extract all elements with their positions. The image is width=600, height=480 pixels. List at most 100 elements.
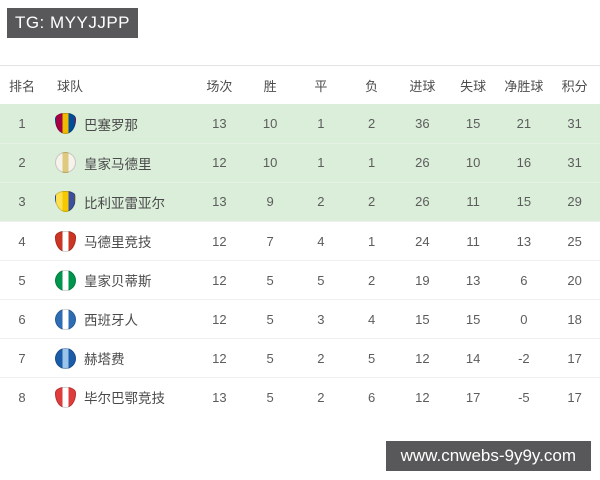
draws-cell: 2: [317, 389, 325, 405]
team-cell: 赫塔费: [44, 347, 194, 369]
rank-cell: 8: [18, 389, 26, 405]
table-row: 8 毕尔巴鄂竞技 13 5 2 6 12 17 -5 17: [0, 377, 600, 416]
losses-cell: 1: [368, 155, 376, 170]
draws-cell: 1: [317, 155, 325, 170]
goals-against-cell: 11: [466, 194, 480, 209]
team-name: 毕尔巴鄂竞技: [84, 391, 165, 406]
column-header-played: 场次: [206, 78, 233, 94]
draws-cell: 5: [317, 272, 325, 288]
column-header-goals-for: 进球: [409, 78, 436, 94]
team-name: 皇家贝蒂斯: [84, 274, 152, 289]
draws-cell: 2: [317, 194, 325, 209]
goal-diff-cell: -2: [518, 350, 530, 366]
team-name: 皇家马德里: [84, 156, 152, 172]
column-header-team: 球队: [57, 78, 84, 94]
rank-cell: 6: [18, 311, 26, 327]
goals-against-cell: 17: [465, 389, 481, 405]
draws-cell: 4: [317, 233, 325, 249]
losses-cell: 6: [368, 389, 376, 405]
played-cell: 13: [212, 194, 227, 209]
goals-for-cell: 15: [415, 311, 430, 327]
goals-for-cell: 36: [415, 116, 430, 131]
team-name: 西班牙人: [84, 313, 138, 328]
rank-cell: 4: [18, 233, 26, 249]
goal-diff-cell: 0: [520, 311, 528, 327]
losses-cell: 1: [368, 233, 376, 249]
wins-cell: 10: [262, 155, 278, 170]
table-row: 7 赫塔费 12 5 2 5 12 14 -2 17: [0, 338, 600, 377]
column-header-losses: 负: [365, 78, 379, 94]
goal-diff-cell: 16: [516, 155, 532, 170]
played-cell: 13: [212, 116, 227, 131]
goals-for-cell: 19: [415, 272, 430, 288]
losses-cell: 4: [368, 311, 376, 327]
wins-cell: 5: [266, 350, 274, 366]
goals-for-cell: 12: [415, 389, 430, 405]
points-cell: 18: [567, 311, 582, 327]
losses-cell: 2: [368, 194, 376, 209]
goals-against-cell: 13: [465, 272, 481, 288]
column-header-goal-diff: 净胜球: [504, 78, 544, 94]
team-cell: 西班牙人: [44, 308, 194, 330]
losses-cell: 5: [368, 350, 376, 366]
team-badge-icon: [55, 269, 76, 291]
goals-for-cell: 26: [415, 155, 430, 170]
losses-cell: 2: [368, 116, 376, 131]
team-name: 巴塞罗那: [84, 117, 138, 133]
points-cell: 17: [567, 389, 582, 405]
team-cell: 巴塞罗那: [44, 113, 194, 134]
team-name: 比利亚雷亚尔: [84, 195, 165, 211]
table-row: 6 西班牙人 12 5 3 4 15 15 0 18: [0, 299, 600, 338]
played-cell: 12: [212, 155, 227, 170]
column-header-wins: 胜: [263, 78, 277, 94]
points-cell: 31: [567, 155, 582, 170]
column-header-draws: 平: [314, 78, 328, 94]
draws-cell: 2: [317, 350, 325, 366]
rank-cell: 5: [18, 272, 26, 288]
played-cell: 12: [212, 311, 227, 327]
column-header-rank: 排名: [8, 78, 35, 94]
wins-cell: 7: [266, 233, 274, 249]
team-badge-icon: [55, 230, 76, 252]
team-name: 马德里竞技: [84, 235, 152, 250]
team-badge-icon: [55, 113, 76, 134]
goals-for-cell: 12: [415, 350, 430, 366]
draws-cell: 1: [317, 116, 325, 131]
rank-cell: 3: [18, 194, 26, 209]
points-cell: 31: [567, 116, 582, 131]
table-row: 3 比利亚雷亚尔 13 9 2 2 26 11 15 29: [0, 182, 600, 221]
wins-cell: 9: [266, 194, 274, 209]
wins-cell: 10: [262, 116, 278, 131]
rank-cell: 7: [18, 350, 26, 366]
points-cell: 20: [567, 272, 582, 288]
goal-diff-cell: -5: [518, 389, 530, 405]
table-row: 2 皇家马德里 12 10 1 1 26 10 16 31: [0, 143, 600, 182]
team-badge-icon: [55, 191, 76, 212]
wins-cell: 5: [266, 311, 274, 327]
team-badge-icon: [55, 152, 76, 173]
table-row: 5 皇家贝蒂斯 12 5 5 2 19 13 6 20: [0, 260, 600, 299]
wins-cell: 5: [266, 272, 274, 288]
team-cell: 马德里竞技: [44, 230, 194, 252]
goals-against-cell: 15: [465, 311, 481, 327]
table-row: 1 巴塞罗那 13 10 1 2 36 15 21 31: [0, 104, 600, 143]
played-cell: 12: [212, 233, 227, 249]
table-header-row: 排名 球队 场次 胜 平 负 进球 失球 净胜球 积分: [0, 66, 600, 104]
goal-diff-cell: 6: [520, 272, 528, 288]
tg-tag-badge: TG: MYYJJPP: [7, 8, 138, 38]
points-cell: 17: [567, 350, 582, 366]
team-badge-icon: [55, 308, 76, 330]
losses-cell: 2: [368, 272, 376, 288]
played-cell: 13: [212, 389, 227, 405]
team-name: 赫塔费: [84, 352, 125, 367]
played-cell: 12: [212, 350, 227, 366]
rank-cell: 1: [18, 116, 26, 131]
wins-cell: 5: [266, 389, 274, 405]
team-cell: 皇家马德里: [44, 152, 194, 173]
watermark-site-url: www.cnwebs-9y9y.com: [385, 441, 591, 471]
goal-diff-cell: 15: [516, 194, 532, 209]
goals-against-cell: 11: [466, 233, 480, 249]
team-badge-icon: [55, 347, 76, 369]
table-row: 4 马德里竞技 12 7 4 1 24 11 13 25: [0, 221, 600, 260]
